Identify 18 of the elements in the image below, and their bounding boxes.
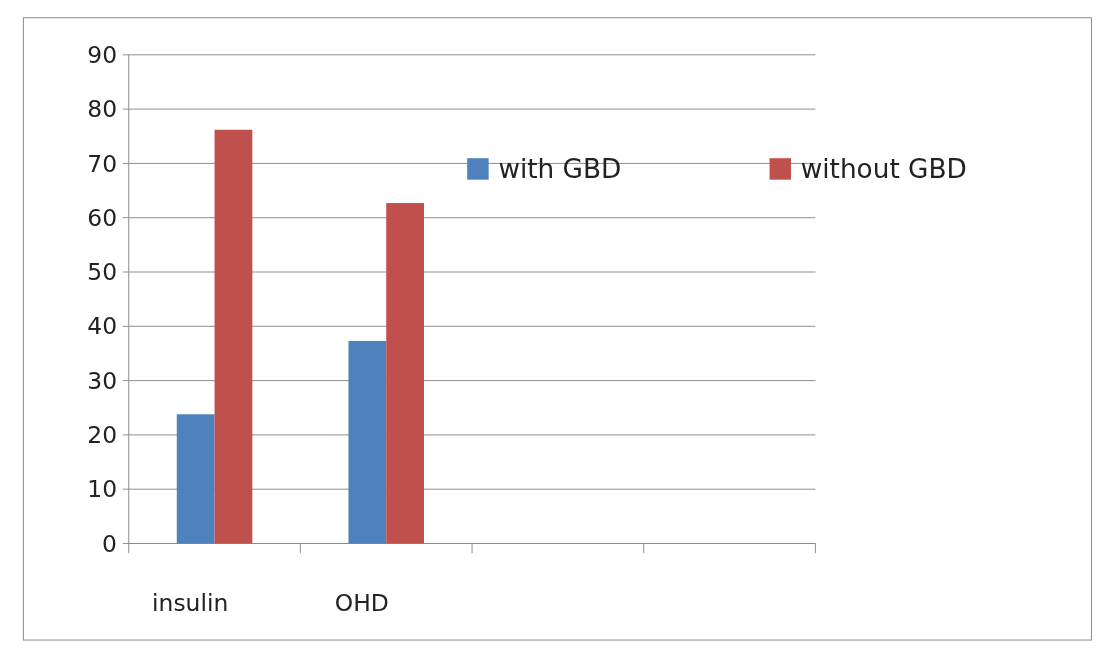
y-tick-label: 30 xyxy=(87,366,118,395)
bar xyxy=(214,129,253,544)
bar xyxy=(386,203,424,544)
y-tick-label: 80 xyxy=(87,95,118,124)
bar xyxy=(348,340,387,544)
y-tick-label: 70 xyxy=(87,149,118,178)
y-tick-label: 60 xyxy=(87,203,118,232)
y-tick-label: 0 xyxy=(102,529,118,558)
x-tick-label: insulin xyxy=(152,588,229,617)
y-tick-label: 90 xyxy=(87,41,118,70)
legend-label: with GBD xyxy=(498,154,622,185)
y-tick-label: 50 xyxy=(87,258,118,287)
legend-label: without GBD xyxy=(800,154,967,185)
y-tick-label: 10 xyxy=(87,475,118,504)
x-tick-label: OHD xyxy=(334,588,389,617)
y-tick-label: 40 xyxy=(87,312,118,341)
y-tick-label: 20 xyxy=(87,421,118,450)
bar xyxy=(176,414,215,544)
